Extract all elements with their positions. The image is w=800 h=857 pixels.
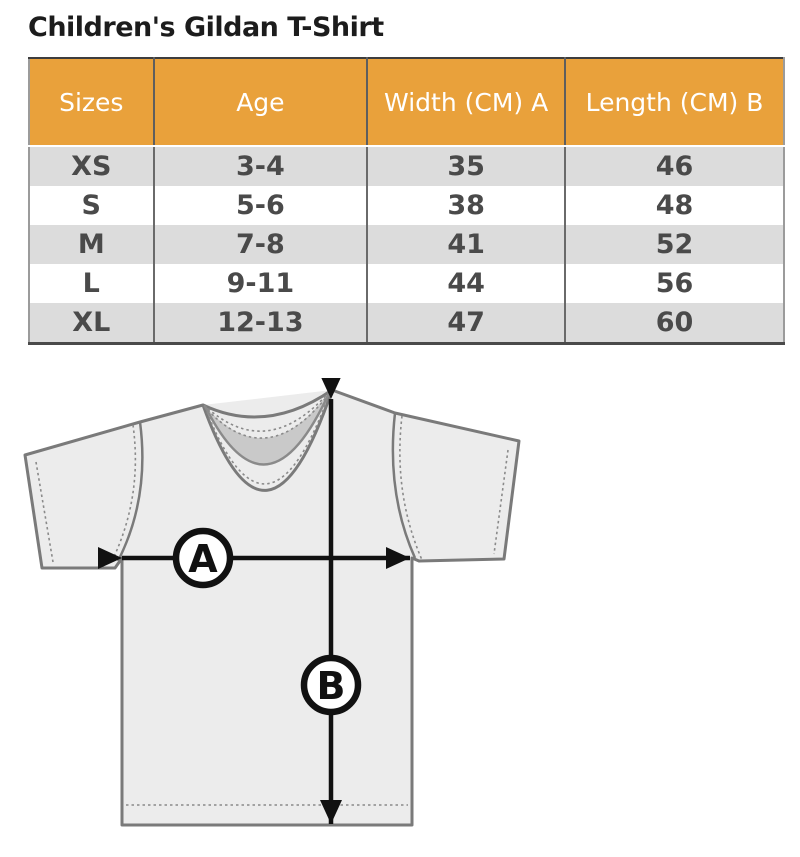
back-neck [205, 391, 330, 465]
neckline-stitch-line [204, 391, 331, 485]
collar-stitch-line [203, 390, 332, 439]
cell-width: 44 [366, 264, 566, 303]
size-table-container: Sizes Age Width (CM) A Length (CM) B XS … [28, 57, 785, 345]
cell-length: 56 [564, 264, 784, 303]
table-row-xl: XL 12-13 47 60 [29, 303, 784, 344]
cell-age: 3-4 [152, 146, 368, 186]
label-a-text: A [188, 537, 218, 581]
page-title: Children's Gildan T-Shirt [28, 12, 384, 43]
cell-length: 48 [564, 186, 784, 225]
cell-size: M [29, 225, 154, 264]
cell-size: XL [29, 303, 154, 344]
cell-length: 52 [564, 225, 784, 264]
tshirt-measurement-diagram: A B [23, 378, 521, 827]
left-armhole-seam [116, 421, 144, 562]
cell-age: 12-13 [152, 303, 368, 344]
size-table-header-row: Sizes Age Width (CM) A Length (CM) B [29, 58, 784, 147]
cell-age: 9-11 [152, 264, 368, 303]
table-row-s: S 5-6 38 48 [29, 186, 784, 225]
cell-width: 41 [366, 225, 566, 264]
label-b-circle [300, 654, 362, 716]
left-cuff-stitch-line [35, 461, 54, 563]
right-armhole-stitch-line [399, 415, 423, 561]
table-row-m: M 7-8 41 52 [29, 225, 784, 264]
table-row-xs: XS 3-4 35 46 [29, 146, 784, 186]
cell-length: 60 [564, 303, 784, 344]
cell-age: 7-8 [152, 225, 368, 264]
right-cuff-stitch-line [493, 449, 509, 555]
collar-top-edge [202, 388, 333, 419]
collar-stitch-line [203, 389, 332, 432]
cell-width: 47 [366, 303, 566, 344]
cell-width: 35 [366, 146, 566, 186]
col-header-length: Length (CM) B [564, 58, 784, 147]
cell-age: 5-6 [152, 186, 368, 225]
col-header-age: Age [152, 58, 368, 147]
col-header-sizes: Sizes [29, 58, 154, 147]
cell-size: L [29, 264, 154, 303]
col-header-width: Width (CM) A [366, 58, 566, 147]
left-armhole-stitch-line [110, 424, 137, 564]
back-neck-bottom-edge [203, 390, 332, 466]
cell-length: 46 [564, 146, 784, 186]
label-a-circle [172, 527, 234, 589]
right-armhole-seam [391, 412, 417, 559]
table-row-l: L 9-11 44 56 [29, 264, 784, 303]
cell-width: 38 [366, 186, 566, 225]
cell-size: XS [29, 146, 154, 186]
cell-size: S [29, 186, 154, 225]
label-b-text: B [317, 664, 346, 708]
size-table: Sizes Age Width (CM) A Length (CM) B XS … [28, 57, 785, 345]
